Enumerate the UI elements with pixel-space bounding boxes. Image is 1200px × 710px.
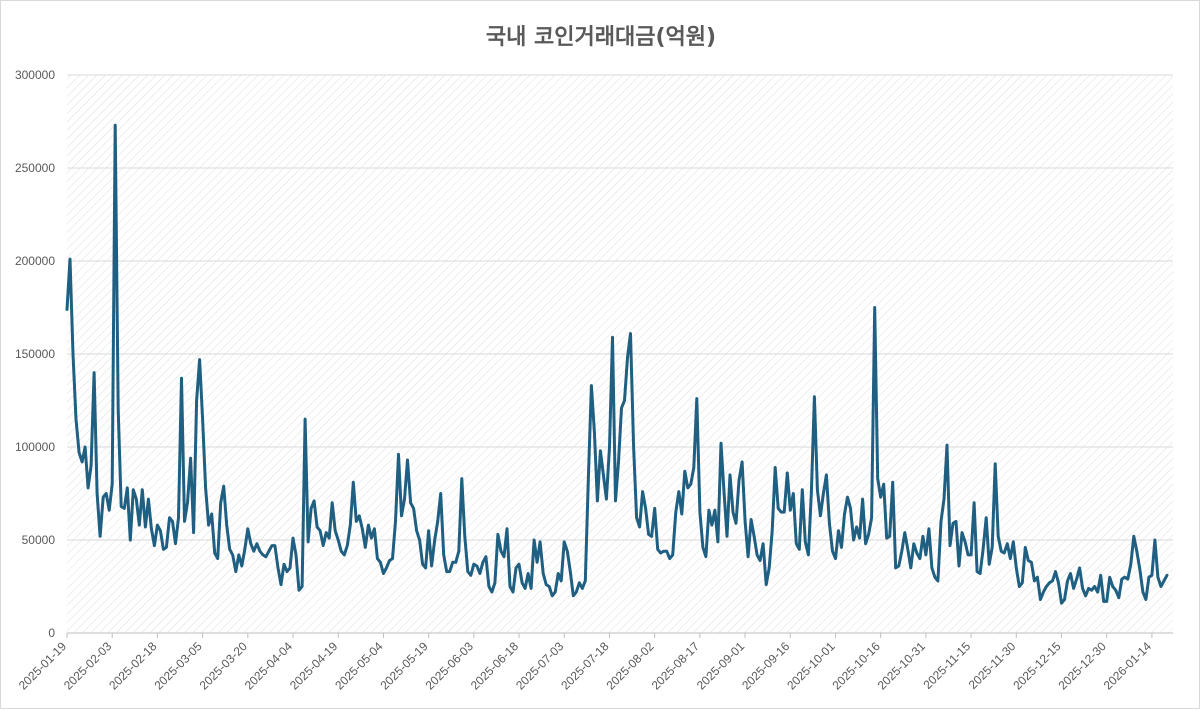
x-tick-label: 2025-07-03 xyxy=(513,639,567,693)
x-tick-label: 2025-05-04 xyxy=(332,639,386,693)
series-line-0 xyxy=(65,123,1169,605)
x-tick-label: 2025-03-05 xyxy=(151,639,205,693)
x-tick-label: 2025-02-18 xyxy=(106,639,160,693)
y-tick-label: 250000 xyxy=(15,161,55,175)
series-layer xyxy=(65,123,1169,605)
x-tick-label: 2025-06-18 xyxy=(468,639,522,693)
x-tick-label: 2025-07-18 xyxy=(558,639,612,693)
y-axis-labels: 0 50000 100000 150000 200000 250000 300000 xyxy=(15,68,55,640)
x-axis-labels: 2025-01-192025-02-032025-02-182025-03-05… xyxy=(16,639,1154,693)
chart-title: 국내 코인거래대금(억원) xyxy=(486,25,716,50)
x-tick-label: 2025-10-31 xyxy=(875,639,929,693)
x-tick-label: 2025-03-20 xyxy=(197,639,251,693)
y-tick-label: 50000 xyxy=(22,533,56,547)
y-tick-label: 200000 xyxy=(15,254,55,268)
x-tick-label: 2025-11-15 xyxy=(921,639,974,692)
x-tick-label: 2025-09-01 xyxy=(694,639,748,693)
x-tick-label: 2025-09-16 xyxy=(739,639,793,693)
x-tick-label: 2025-12-15 xyxy=(1010,639,1064,693)
x-tick-label: 2025-12-30 xyxy=(1056,639,1110,693)
y-tick-label: 0 xyxy=(48,626,55,640)
x-tick-label: 2025-10-16 xyxy=(829,639,883,693)
x-tick-label: 2025-01-19 xyxy=(16,639,70,693)
x-tick-label: 2025-10-01 xyxy=(784,639,838,693)
x-tick-label: 2025-06-03 xyxy=(423,639,477,693)
x-tick-label: 2025-08-17 xyxy=(649,639,703,693)
y-tick-label: 300000 xyxy=(15,68,55,82)
x-tick-label: 2025-05-19 xyxy=(377,639,431,693)
y-tick-label: 150000 xyxy=(15,347,55,361)
x-tick-label: 2025-02-03 xyxy=(61,639,115,693)
x-tick-label: 2025-08-02 xyxy=(603,639,657,693)
x-tick-label: 2026-01-14 xyxy=(1101,639,1155,693)
x-tick-label: 2025-04-04 xyxy=(242,639,296,693)
y-tick-label: 100000 xyxy=(15,440,55,454)
x-tick-label: 2025-04-19 xyxy=(287,639,341,693)
